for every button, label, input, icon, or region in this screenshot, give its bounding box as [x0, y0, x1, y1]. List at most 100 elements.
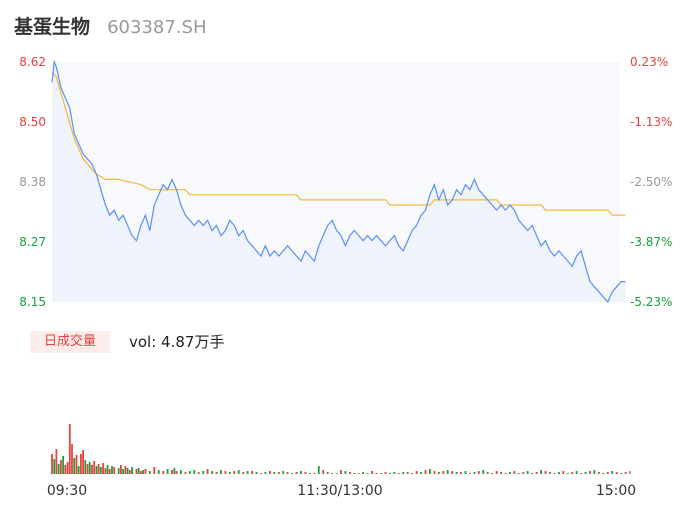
volume-bar: [215, 472, 218, 474]
volume-bar: [397, 473, 400, 474]
volume-bar: [242, 472, 245, 474]
volume-bar: [549, 472, 551, 474]
volume-bar: [540, 470, 542, 474]
average-price-line: [51, 71, 626, 216]
volume-bar: [504, 473, 507, 474]
volume-bar: [80, 454, 82, 474]
volume-bar: [411, 473, 413, 474]
volume-bar: [433, 471, 436, 474]
volume-bar: [108, 469, 111, 474]
volume-bar: [340, 470, 342, 474]
volume-bar: [344, 471, 347, 474]
price-axis: 8.62 8.50 8.38 8.27 8.15: [19, 55, 46, 309]
volume-bar: [580, 473, 582, 474]
volume-bar: [188, 471, 191, 474]
volume-bar: [55, 449, 58, 474]
volume-bar: [255, 472, 258, 474]
daily-volume-tab[interactable]: 日成交量: [30, 331, 110, 353]
volume-bar: [66, 462, 69, 474]
volume-bar: [120, 465, 122, 474]
volume-bar: [620, 473, 622, 474]
volume-bar: [349, 472, 351, 474]
volume-bar: [173, 468, 176, 474]
volume-bar: [71, 444, 73, 474]
volume-bar: [371, 471, 373, 474]
volume-bar: [117, 468, 120, 474]
volume-bar: [353, 473, 356, 474]
volume-bar: [88, 462, 91, 474]
volume-bar: [251, 471, 253, 474]
volume-bar: [509, 472, 511, 474]
volume-bar: [211, 471, 213, 474]
volume-bar: [86, 464, 89, 474]
price-line: [51, 59, 626, 304]
volume-bar: [562, 471, 565, 474]
volume-bar: [142, 470, 144, 474]
volume-bar: [317, 466, 320, 474]
volume-bar: [495, 471, 498, 474]
volume-bar: [197, 472, 200, 474]
price-tick-label: 8.38: [19, 175, 46, 189]
volume-bar: [584, 472, 587, 474]
volume-bar: [598, 472, 600, 474]
volume-bar: [233, 471, 236, 474]
stock-header: 基蛋生物 603387.SH: [14, 12, 207, 40]
volume-bar: [106, 465, 109, 474]
volume-bar: [100, 467, 102, 474]
volume-bar: [57, 464, 60, 474]
volume-bar: [300, 471, 302, 474]
volume-bar: [611, 471, 614, 474]
volume-bar: [51, 454, 53, 474]
volume-bar: [286, 472, 289, 474]
volume-bar: [331, 473, 333, 474]
volume-bar: [104, 468, 107, 474]
volume-bar: [95, 466, 98, 474]
percent-tick-label: -1.13%: [630, 115, 672, 129]
volume-bar: [166, 469, 169, 474]
price-tick-label: 8.27: [19, 235, 46, 249]
volume-bar: [517, 473, 520, 474]
volume-bar: [180, 470, 182, 474]
volume-bar: [473, 472, 476, 474]
volume-bar: [589, 471, 591, 474]
time-tick-label: 11:30/13:00: [297, 483, 382, 499]
volume-bar: [53, 459, 56, 474]
volume-bar: [175, 471, 178, 474]
volume-bar: [491, 473, 494, 474]
volume-bar: [75, 455, 78, 474]
volume-bar: [153, 467, 156, 474]
volume-bar: [131, 467, 133, 474]
volume-bar: [137, 468, 140, 474]
volume-bar: [102, 463, 104, 474]
volume-bar: [469, 473, 471, 474]
volume-bar: [384, 472, 387, 474]
volume-bar: [309, 473, 311, 474]
volume-bar: [335, 473, 338, 474]
volume-bar: [389, 473, 391, 474]
volume-bar: [486, 472, 489, 474]
volume-bar: [522, 472, 525, 474]
volume-bar: [482, 470, 485, 474]
volume-bar: [513, 471, 516, 474]
price-tick-label: 8.15: [19, 295, 46, 309]
volume-bar: [362, 472, 365, 474]
volume-bar: [437, 472, 440, 474]
volume-bar: [237, 470, 240, 474]
volume-bar: [157, 470, 160, 474]
volume-bar: [460, 472, 462, 474]
volume-bars: [51, 424, 631, 474]
volume-bar: [380, 473, 382, 474]
volume-bar: [264, 472, 267, 474]
percent-tick-label: -3.87%: [630, 235, 672, 249]
volume-bar: [442, 471, 445, 474]
volume-bar: [420, 472, 422, 474]
volume-bar: [73, 458, 76, 474]
volume-bar: [206, 469, 209, 474]
price-tick-label: 8.62: [19, 55, 46, 69]
volume-bar: [393, 472, 396, 474]
volume-bar: [64, 465, 67, 474]
volume-bar: [375, 473, 378, 474]
time-axis: 09:30 11:30/13:00 15:00: [47, 483, 636, 499]
volume-bar: [429, 469, 431, 474]
